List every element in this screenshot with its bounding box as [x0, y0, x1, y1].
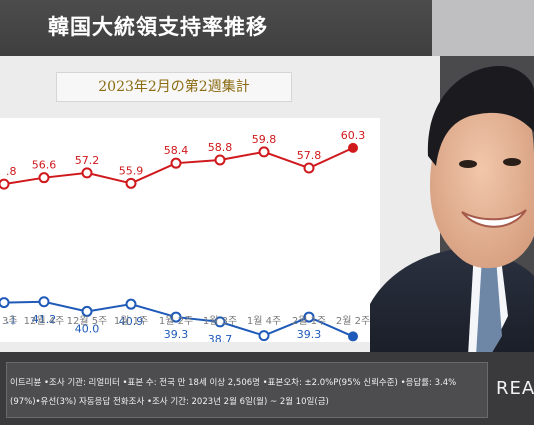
series-negative-point — [81, 167, 93, 179]
series-positive-point — [125, 298, 137, 310]
series-positive-data-label: 40.9 — [119, 315, 144, 328]
series-negative-point — [348, 142, 358, 153]
series-negative-data-label: 57.8 — [297, 149, 322, 162]
series-positive-point — [81, 305, 93, 317]
series-negative-data-label: 58.8 — [208, 141, 233, 154]
series-positive-data-label: 41.2 — [32, 313, 57, 326]
series-negative-point — [214, 154, 226, 166]
x-tick-label: 2월 1주 — [292, 315, 326, 327]
series-negative-data-label: 59.8 — [252, 133, 277, 146]
series-negative-point — [0, 178, 10, 190]
chart-subtitle: 2023年2月の第2週集計 — [56, 72, 292, 102]
series-negative-data-label: 55.9 — [119, 164, 144, 177]
series-negative-point — [125, 177, 137, 189]
series-positive-point — [348, 331, 358, 342]
realmeter-logo: REA — [496, 378, 534, 399]
x-tick-label: 1월 2주 — [159, 315, 193, 327]
x-tick-label: 1월 1주 — [114, 315, 148, 327]
series-positive-point — [303, 311, 315, 323]
x-tick-label: 12월 4주 — [24, 315, 65, 327]
survey-info-box — [6, 362, 488, 418]
series-negative-point — [170, 157, 182, 169]
series-negative-data-label: 60.3 — [341, 129, 366, 142]
series-positive-data-label: 39.3 — [297, 328, 322, 341]
x-tick-label: 1월 3주 — [203, 315, 237, 327]
series-positive-point — [0, 297, 10, 309]
survey-info-line-1: 이트리뷴 •조사 기관: 리얼미터 •표본 수: 전국 만 18세 이상 2,5… — [10, 378, 457, 388]
page-title: 韓国大統領支持率推移 — [48, 14, 268, 39]
x-tick-label: 3주 — [2, 316, 18, 327]
series-negative-data-label: 56.6 — [32, 159, 57, 172]
series-negative-point — [258, 146, 270, 158]
line-chart: .8 56.6 57.2 55.9 58.4 58.8 59.8 57.8 60.3 .1 41.2… — [0, 129, 370, 342]
x-tick-label: 12월 5주 — [67, 315, 108, 327]
chart-area: .8 56.6 57.2 55.9 58.4 58.8 59.8 57.8 60.3 .1 41.2… — [0, 118, 380, 342]
title-bar-right — [432, 0, 534, 56]
series-positive-data-label: 39.3 — [164, 328, 189, 341]
survey-info-line-2: (97%)•유선(3%) 자동응답 전화조사 •조사 기간: 2023년 2월 … — [10, 397, 329, 407]
series-positive-point — [214, 316, 226, 328]
series-negative-point — [38, 172, 50, 184]
series-positive-data-label: .1 — [6, 314, 17, 327]
x-tick-label: 2월 2주 — [336, 315, 370, 327]
series-positive-data-label: 40.0 — [75, 322, 100, 335]
x-tick-label: 1월 4주 — [247, 315, 281, 327]
series-negative-data-label: .8 — [6, 165, 17, 178]
title-bar: 韓国大統領支持率推移 — [0, 0, 432, 56]
series-negative-data-label: 57.2 — [75, 154, 100, 167]
series-positive-point — [38, 296, 50, 308]
president-portrait — [370, 66, 534, 356]
series-positive-point — [170, 311, 182, 323]
series-negative-data-label: 58.4 — [164, 144, 189, 157]
series-positive-point — [258, 330, 270, 342]
series-negative-point — [303, 162, 315, 174]
series-positive-data-label: 38.7 — [208, 333, 233, 342]
